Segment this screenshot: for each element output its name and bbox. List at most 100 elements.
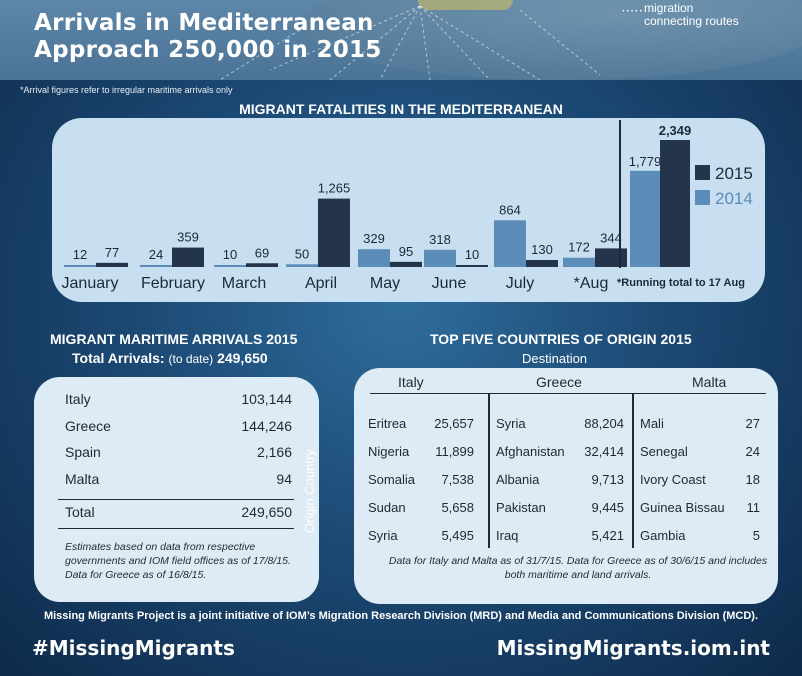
arrivals-divider-2 [58, 528, 294, 529]
bar-2015-1 [172, 247, 204, 267]
value-label-2015-4: 95 [399, 244, 413, 259]
origin-value-0-1: 11,899 [435, 444, 474, 459]
origins-col-header-malta: Malta [692, 374, 727, 390]
total-arrivals-value: 249,650 [217, 350, 268, 366]
route-legend-line-2: connecting routes [644, 14, 739, 28]
running-total-note: *Running total to 17 Aug [617, 277, 745, 289]
arrivals-panel: Italy 103,144 Greece 144,246 Spain 2,166 Malta… [34, 377, 319, 602]
title-line-1: Arrivals in Mediterranean [34, 10, 374, 36]
origin-country-0-1: Nigeria [368, 444, 410, 459]
bar-2015-3 [318, 198, 350, 267]
origin-value-1-2: 9,713 [591, 472, 624, 487]
bar-2015-5 [456, 265, 488, 267]
origin-country-2-2: Ivory Coast [640, 472, 706, 487]
bar-2014-2 [214, 265, 246, 267]
origin-country-1-4: Iraq [496, 528, 519, 543]
legend-swatch-2015 [695, 165, 710, 180]
value-label-2014-6: 864 [499, 202, 521, 217]
origins-note: Data for Italy and Malta as of 31/7/15. … [388, 555, 768, 581]
running-total-bar-2015 [660, 140, 690, 267]
bar-2015-4 [390, 261, 422, 267]
hashtag: #MissingMigrants [32, 636, 235, 660]
bar-2015-0 [96, 262, 128, 267]
bar-2014-3 [286, 264, 318, 267]
arrival-country-1: Greece [65, 417, 111, 434]
route-lines [219, 5, 601, 80]
legend-swatch-2014 [695, 190, 710, 205]
origin-country-1-1: Afghanistan [496, 444, 565, 459]
running-total-bar-2014 [630, 170, 660, 267]
origins-panel: Italy Eritrea 25,657 Nigeria 11,899 Somalia 7,… [354, 368, 778, 604]
arrival-country-0: Italy [65, 391, 91, 407]
origin-value-2-1: 24 [745, 444, 760, 459]
route-legend-line-1: migration [644, 1, 694, 15]
origin-value-2-0: 27 [745, 416, 760, 431]
origin-country-2-3: Guinea Bissau [640, 500, 725, 515]
origins-title: TOP FIVE COUNTRIES OF ORIGIN 2015 [430, 331, 692, 347]
origin-country-0-0: Eritrea [368, 416, 407, 431]
title-line-2: Approach 250,000 in 2015 [34, 37, 382, 63]
running-total-value-2014: 1,779 [629, 154, 662, 169]
value-label-2015-1: 359 [177, 230, 199, 245]
origin-value-2-3: 11 [746, 500, 761, 515]
header-banner: Arrivals in Mediterranean Approach 250,0… [0, 0, 802, 80]
value-label-2015-7: 344 [600, 230, 622, 245]
origin-value-0-3: 5,658 [441, 500, 474, 515]
fatalities-chart-panel: 12 77 January 24 359 February 10 69 March 50 1,265… [52, 118, 765, 302]
credit-line: Missing Migrants Project is a joint init… [43, 610, 759, 622]
chart-title: MIGRANT FATALITIES IN THE MEDITERRANEAN [239, 101, 563, 117]
value-label-2014-7: 172 [568, 240, 590, 255]
destination-label: Destination [522, 351, 588, 366]
category-label-2: March [222, 275, 266, 292]
origin-value-2-4: 5 [752, 528, 760, 543]
bar-2015-6 [526, 259, 558, 267]
arrival-value-1: 144,246 [241, 417, 292, 434]
category-label-0: January [62, 275, 119, 292]
arrival-country-3: Malta [65, 470, 100, 487]
bar-2014-5 [424, 249, 456, 267]
total-arrivals-label: Total Arrivals: [72, 350, 165, 366]
arrival-value-2: 2,166 [256, 444, 292, 460]
value-label-2014-5: 318 [429, 232, 451, 247]
website-link[interactable]: MissingMigrants.iom.int [496, 636, 770, 660]
arrival-value-0: 103,144 [241, 391, 292, 407]
origin-value-1-0: 88,204 [584, 416, 624, 431]
origins-col-header-italy: Italy [398, 374, 424, 390]
category-label-1: February [141, 275, 205, 292]
origin-value-1-3: 9,445 [591, 500, 624, 515]
origin-country-2-0: Mali [640, 416, 664, 431]
origin-value-1-1: 32,414 [584, 444, 624, 459]
legend-label-2015: 2015 [715, 164, 753, 183]
category-label-6: July [506, 275, 534, 292]
page-title: Arrivals in Mediterranean Approach 250,0… [34, 10, 382, 64]
origin-value-1-4: 5,421 [591, 528, 624, 543]
bar-2015-7 [595, 248, 627, 267]
value-label-2015-2: 69 [255, 245, 269, 260]
arrival-country-2: Spain [65, 444, 101, 460]
value-label-2014-2: 10 [223, 247, 237, 262]
origin-value-0-2: 7,538 [441, 472, 474, 487]
route-legend-text: migration connecting routes [644, 2, 754, 28]
origin-value-0-4: 5,495 [441, 528, 474, 543]
value-label-2015-5: 10 [465, 247, 479, 262]
value-label-2015-0: 77 [105, 245, 119, 260]
arrivals-note: Estimates based on data from respective … [65, 541, 291, 581]
bar-2014-4 [358, 249, 390, 267]
value-label-2014-1: 24 [149, 247, 163, 262]
arrivals-total-value: 249,650 [241, 504, 292, 520]
value-label-2015-3: 1,265 [318, 181, 351, 196]
bar-2014-0 [64, 265, 96, 267]
map-highlight [418, 0, 513, 10]
fatalities-chart: 12 77 January 24 359 February 10 69 March 50 1,265… [62, 120, 753, 292]
origins-header-divider [370, 393, 766, 394]
category-label-3: April [305, 275, 337, 292]
origin-value-0-0: 25,657 [434, 416, 474, 431]
origin-country-0-4: Syria [368, 528, 398, 543]
origin-country-0-2: Somalia [368, 472, 415, 487]
origin-country-axis-label: Origin Country [302, 449, 317, 533]
origins-column-divider-1 [632, 394, 634, 548]
arrivals-title: MIGRANT MARITIME ARRIVALS 2015 [50, 331, 298, 347]
arrival-value-3: 94 [276, 470, 292, 487]
value-label-2014-3: 50 [295, 246, 309, 261]
